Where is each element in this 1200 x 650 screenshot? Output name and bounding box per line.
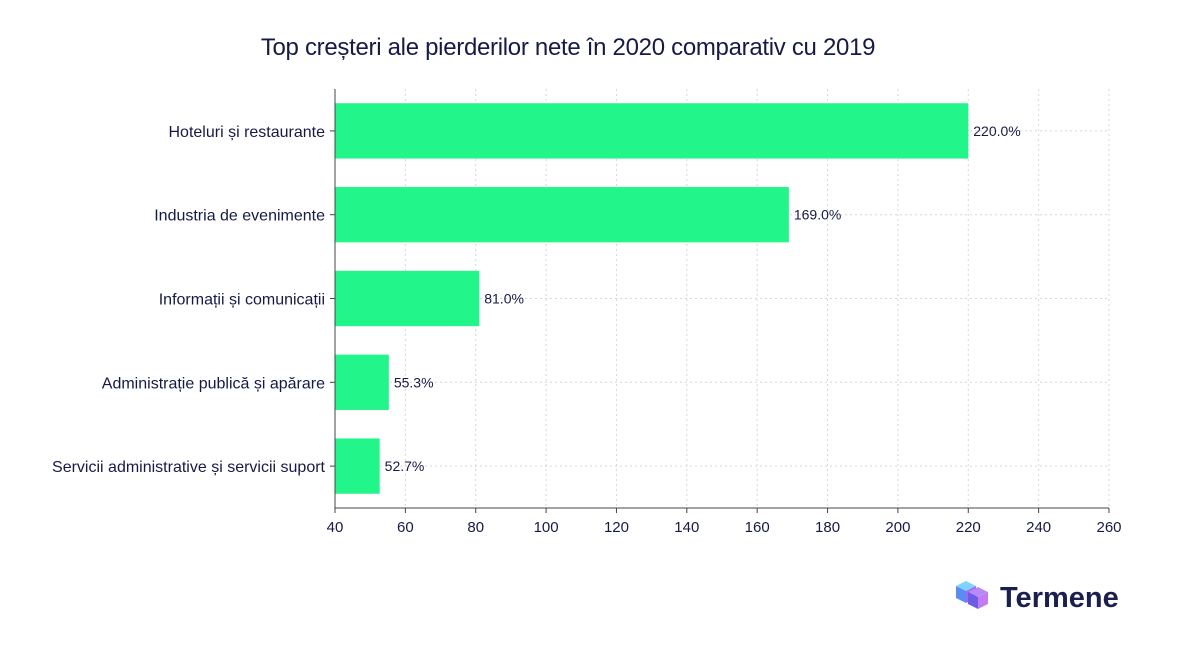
x-tick-label: 80 (467, 519, 484, 536)
brand-logo: Termene (956, 581, 1119, 614)
bar (335, 354, 389, 410)
x-tick-label: 200 (885, 519, 910, 536)
x-tick-label: 160 (745, 519, 770, 536)
x-tick-label: 60 (397, 519, 414, 536)
cube-logo-icon (956, 581, 988, 609)
category-label: Servicii administrative și servicii supo… (52, 459, 326, 476)
data-label: 52.7% (385, 458, 425, 474)
bar (335, 270, 480, 327)
bars (335, 103, 969, 494)
data-label: 220.0% (973, 123, 1020, 139)
x-tick-labels: 40 60 80 100 120 140 160 180 200 220 240 260 (327, 519, 1122, 536)
bar (335, 438, 380, 494)
x-tick-label: 260 (1096, 519, 1121, 536)
category-label: Administrație publică și apărare (102, 375, 325, 392)
bar (335, 187, 789, 243)
category-labels: Hoteluri și restaurante Industria de even… (52, 124, 326, 476)
x-tick-label: 240 (1026, 519, 1051, 536)
data-label: 169.0% (794, 207, 841, 223)
x-tick-label: 100 (534, 519, 559, 536)
x-tick-label: 140 (674, 519, 699, 536)
brand-name: Termene (1000, 582, 1119, 614)
x-tick-label: 220 (956, 519, 981, 536)
data-labels: 220.0% 169.0% 81.0% 55.3% 52.7% (385, 123, 1021, 474)
data-label: 55.3% (394, 374, 434, 390)
chart-title: Top creșteri ale pierderilor nete în 202… (261, 34, 875, 61)
axes (330, 89, 1110, 513)
x-tick-label: 120 (604, 519, 629, 536)
category-label: Informații și comunicații (159, 292, 325, 309)
category-label: Industria de evenimente (154, 208, 325, 225)
data-label: 81.0% (484, 291, 524, 307)
x-tick-label: 180 (815, 519, 840, 536)
x-tick-label: 40 (327, 519, 344, 536)
bar (335, 103, 969, 159)
category-label: Hoteluri și restaurante (168, 124, 325, 141)
